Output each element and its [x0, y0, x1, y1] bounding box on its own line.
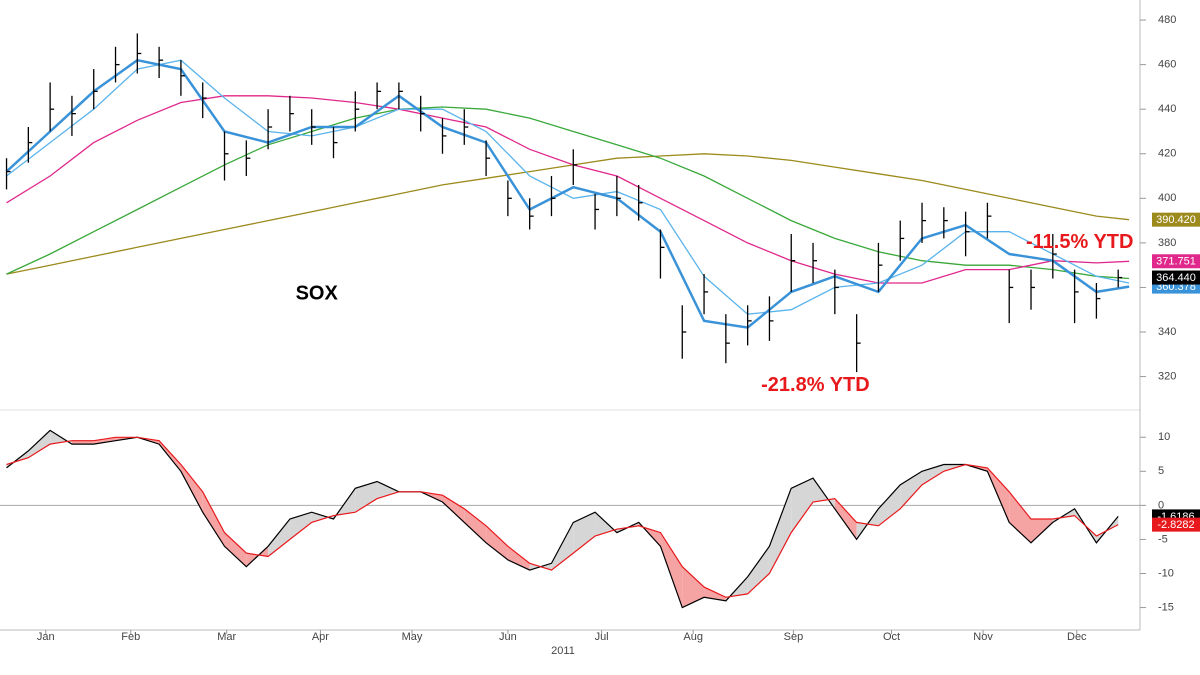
histogram-fill [551, 522, 574, 571]
histogram-fill [355, 481, 378, 513]
histogram-fill [71, 440, 94, 445]
histogram-fill [791, 478, 814, 533]
end-label: -2.8282 [1157, 519, 1194, 531]
x-tick-label: Dec [1067, 631, 1087, 643]
x-tick-label: Sep [784, 631, 804, 643]
moving-average-line [6, 59, 1130, 315]
oscillator-line [6, 436, 1119, 598]
histogram-fill [442, 495, 465, 523]
x-tick-label: Nov [973, 631, 993, 643]
x-tick-label: May [402, 631, 423, 643]
end-label-box [1152, 517, 1200, 532]
y-tick-label: 340 [1158, 326, 1176, 338]
histogram-fill [289, 512, 312, 540]
x-tick-label: Jan [37, 631, 55, 643]
histogram-fill [900, 471, 923, 509]
moving-average-line [6, 106, 1130, 280]
histogram-fill [93, 437, 116, 445]
y-tick-label: 400 [1158, 192, 1176, 204]
x-tick-label: Jul [595, 631, 609, 643]
end-label-box [1152, 254, 1200, 269]
histogram-fill [747, 546, 770, 594]
histogram-fill [28, 430, 51, 458]
y-tick-label: 5 [1158, 465, 1164, 477]
y-tick-label: 10 [1158, 431, 1170, 443]
x-axis-label: 2011 [551, 645, 575, 657]
oscillator-line [6, 429, 1119, 609]
y-tick-label: 380 [1158, 237, 1176, 249]
end-label-box [1152, 270, 1200, 285]
x-tick-label: Jun [499, 631, 517, 643]
x-tick-label: Feb [121, 631, 140, 643]
x-tick-label: Apr [312, 631, 329, 643]
y-tick-label: 420 [1158, 148, 1176, 160]
histogram-fill [180, 464, 203, 513]
histogram-fill [834, 498, 857, 540]
annotation: SOX [296, 282, 339, 304]
y-tick-label: 0 [1158, 499, 1164, 511]
histogram-fill [224, 532, 247, 567]
moving-average-line [5, 58, 1130, 329]
x-tick-label: Oct [883, 631, 900, 643]
histogram-fill [507, 546, 530, 571]
end-label-box [1152, 212, 1200, 227]
y-tick-label: -5 [1158, 533, 1168, 545]
end-label: 390.420 [1156, 214, 1196, 226]
histogram-fill [769, 488, 792, 574]
histogram-fill [311, 512, 334, 523]
y-tick-label: 480 [1158, 14, 1176, 26]
histogram-fill [595, 512, 617, 537]
annotation: -11.5% YTD [1026, 231, 1133, 253]
y-tick-label: -15 [1158, 601, 1174, 613]
histogram-fill [268, 519, 290, 557]
histogram-fill [486, 525, 508, 560]
histogram-fill [682, 566, 705, 608]
y-tick-label: 320 [1158, 370, 1176, 382]
annotation: -21.8% YTD [761, 374, 870, 396]
y-tick-label: -10 [1158, 567, 1174, 579]
end-label: 371.751 [1156, 256, 1196, 268]
histogram-fill [813, 478, 835, 509]
histogram-fill [878, 484, 901, 526]
x-tick-label: Aug [683, 631, 703, 643]
histogram-fill [1009, 491, 1032, 543]
histogram-fill [573, 512, 596, 554]
histogram-fill [377, 481, 399, 499]
y-tick-label: 460 [1158, 59, 1176, 71]
y-tick-label: 440 [1158, 103, 1176, 115]
histogram-fill [704, 587, 726, 601]
x-tick-label: Mar [217, 631, 236, 643]
histogram-fill [464, 508, 487, 543]
histogram-fill [660, 532, 683, 608]
end-label: 364.440 [1156, 272, 1196, 284]
histogram-fill [202, 491, 225, 547]
